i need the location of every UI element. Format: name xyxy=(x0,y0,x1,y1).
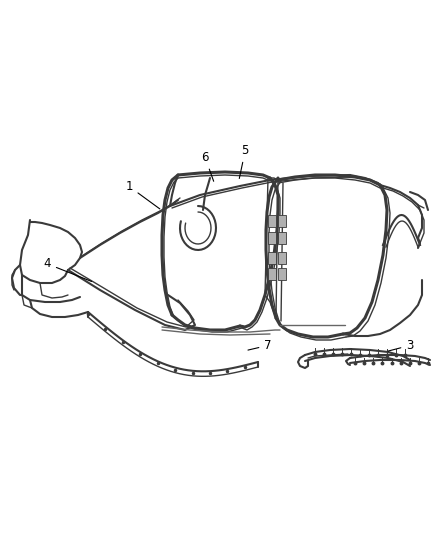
FancyBboxPatch shape xyxy=(278,252,286,264)
Text: 6: 6 xyxy=(201,151,214,181)
FancyBboxPatch shape xyxy=(268,215,276,227)
Text: 4: 4 xyxy=(43,257,92,281)
Text: 3: 3 xyxy=(388,339,413,352)
FancyBboxPatch shape xyxy=(268,232,276,244)
Text: 5: 5 xyxy=(239,144,249,179)
FancyBboxPatch shape xyxy=(278,232,286,244)
FancyBboxPatch shape xyxy=(268,252,276,264)
Text: 1: 1 xyxy=(125,180,160,209)
FancyBboxPatch shape xyxy=(278,215,286,227)
FancyBboxPatch shape xyxy=(268,268,276,280)
Text: 7: 7 xyxy=(248,339,272,352)
FancyBboxPatch shape xyxy=(278,268,286,280)
